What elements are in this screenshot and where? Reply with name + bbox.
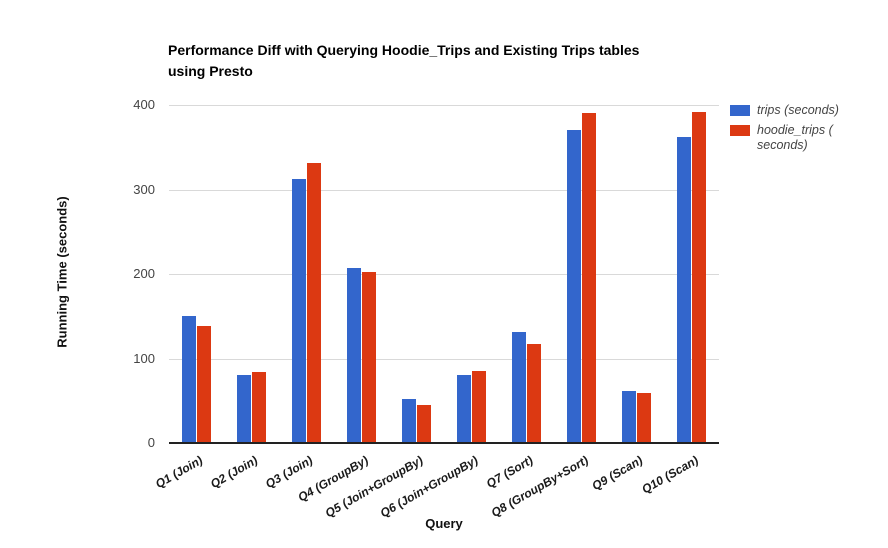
bar-group [609,105,664,443]
legend-label-line: trips (seconds) [757,103,839,117]
gridline [169,105,719,106]
y-tick-label: 100 [133,350,155,366]
bar-hoodie-trips [362,272,376,443]
plot-area: Q1 (Join) Q2 (Join) Q3 (Join) Q4 (GroupBy) Q… [153,105,719,520]
bar-trips [347,268,361,443]
legend-label-line: hoodie_trips ( [757,123,833,137]
x-category-label: Q1 (Join) [153,453,206,492]
bar-trips [677,137,691,443]
bar-hoodie-trips [582,113,596,443]
bar-trips [567,130,581,443]
x-category-label: Q2 (Join) [208,453,261,492]
bar-group [664,105,719,443]
bar-trips [402,399,416,443]
x-category-label: Q8 (GroupBy+Sort) [488,453,591,520]
gridline [169,189,719,191]
chart-title: Performance Diff with Querying Hoodie_Tr… [168,40,768,82]
bar-trips [512,332,526,443]
legend-item: hoodie_trips (seconds) [730,123,880,153]
bar-trips [292,178,306,443]
bar-group [279,105,334,443]
legend-item: trips (seconds) [730,103,880,118]
bar-hoodie-trips [252,372,266,443]
y-tick-label: 300 [133,181,155,197]
bar-hoodie-trips [472,371,486,443]
bar-hoodie-trips [197,326,211,443]
y-tick-label: 200 [133,266,155,281]
bar-group [554,105,609,443]
bar-hoodie-trips [307,163,321,443]
bar-group [169,105,224,443]
legend-swatch [730,125,750,136]
bar-group [389,105,444,443]
y-tick-label: 400 [133,97,155,112]
legend-label: hoodie_trips (seconds) [757,123,833,153]
gridline [169,358,719,360]
legend-label-line: seconds) [757,138,808,152]
gridline [169,274,719,275]
bar-hoodie-trips [527,344,541,443]
x-axis-line [169,442,719,444]
bar-hoodie-trips [637,393,651,443]
bar-hoodie-trips [692,111,706,443]
legend-label: trips (seconds) [757,103,839,118]
y-tick-label: 0 [147,435,155,450]
bar-trips [237,374,251,443]
x-category-label: Q10 (Scan) [639,453,701,497]
bar-group [334,105,389,443]
bar-trips [182,316,196,443]
bar-group [499,105,554,443]
bar-hoodie-trips [417,404,431,443]
bar-group [224,105,279,443]
bar-trips [457,374,471,443]
x-category-label: Q5 (Join+GroupBy) [322,453,426,521]
chart-title-line-1: Performance Diff with Querying Hoodie_Tr… [168,42,640,58]
y-axis-title: Running Time (seconds) [54,196,70,348]
bar-groups [169,105,719,443]
x-category-label: Q6 (Join+GroupBy) [377,453,481,521]
bar-group [444,105,499,443]
chart-title-line-2: using Presto [168,63,253,79]
x-axis-title: Query [425,516,463,531]
legend: trips (seconds) hoodie_trips (seconds) [730,103,880,158]
legend-swatch [730,105,750,116]
x-category-label: Q9 (Scan) [589,453,646,494]
bar-trips [622,391,636,443]
